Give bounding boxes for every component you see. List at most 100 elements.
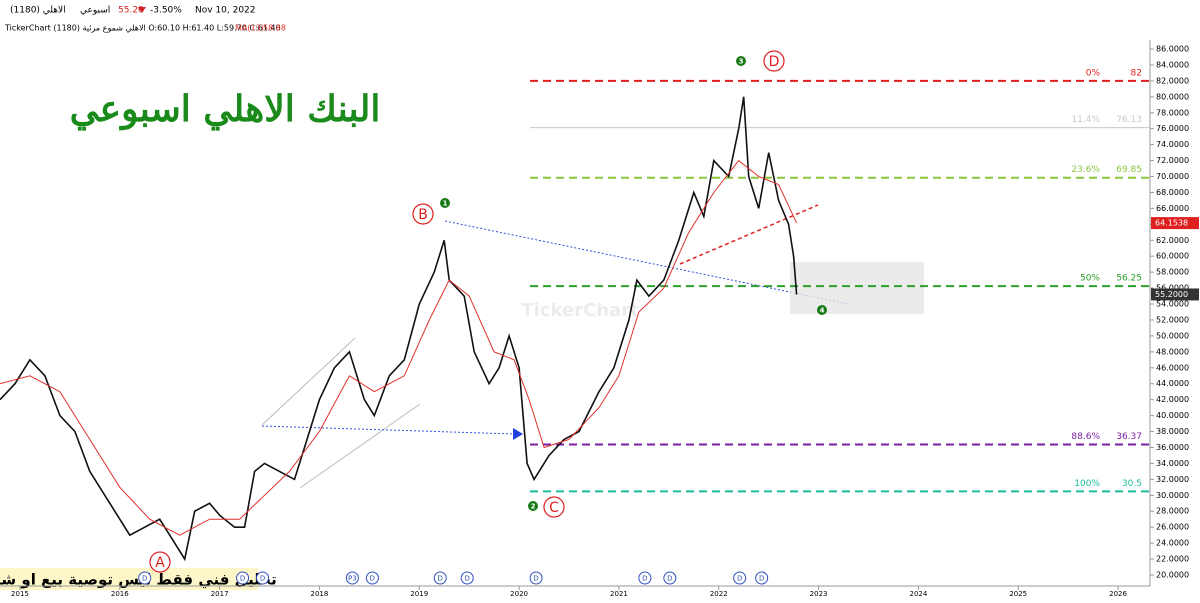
y-tick-label: 60.0000	[1156, 252, 1189, 261]
x-tick-label: 2025	[1009, 590, 1027, 598]
event-marker	[733, 571, 747, 585]
symbol: (1180) الاهلي	[10, 6, 66, 16]
y-tick-label: 26.0000	[1156, 523, 1189, 532]
fib-value: 56.25	[1116, 274, 1142, 284]
event-marker	[663, 571, 677, 585]
wave-label: C	[549, 500, 559, 516]
event-marker	[256, 571, 270, 585]
event-label: D	[642, 575, 647, 583]
y-tick-label: 52.0000	[1156, 315, 1189, 324]
watermark: TickerChart	[521, 300, 639, 321]
wave-label: A	[155, 555, 165, 571]
y-tick-label: 86.0000	[1156, 45, 1189, 54]
x-tick-label: 2026	[1109, 590, 1127, 598]
event-marker	[138, 571, 152, 585]
wave-label: 4	[820, 307, 825, 315]
y-tick-label: 38.0000	[1156, 427, 1189, 436]
x-tick-label: 2021	[610, 590, 628, 598]
y-tick-label: 84.0000	[1156, 60, 1189, 69]
x-tick-label: 2018	[311, 590, 329, 598]
event-label: D	[667, 575, 672, 583]
event-marker	[529, 571, 543, 585]
y-tick-label: 46.0000	[1156, 363, 1189, 372]
ma-tag: 64.1538	[1155, 219, 1188, 228]
event-label: D	[260, 575, 265, 583]
event-label: D	[533, 575, 538, 583]
wave-label: D	[769, 54, 780, 70]
y-tick-label: 48.0000	[1156, 347, 1189, 356]
y-tick-label: 34.0000	[1156, 459, 1189, 468]
price-line	[0, 96, 798, 562]
y-tick-label: 36.0000	[1156, 443, 1189, 452]
y-tick-label: 74.0000	[1156, 140, 1189, 149]
event-marker	[433, 571, 447, 585]
y-tick-label: 24.0000	[1156, 539, 1189, 548]
change: -3.50%	[150, 6, 182, 16]
x-tick-label: 2015	[11, 590, 29, 598]
y-tick-label: 44.0000	[1156, 379, 1189, 388]
wave-label: 2	[531, 503, 536, 511]
event-label: D	[142, 575, 147, 583]
chart-title: البنك الاهلي اسبوعي	[70, 88, 381, 131]
y-tick-label: 72.0000	[1156, 156, 1189, 165]
event-label: D	[438, 575, 443, 583]
period: اسبوعي	[80, 6, 110, 16]
channel-line	[261, 337, 421, 489]
y-tick-label: 76.0000	[1156, 124, 1189, 133]
y-tick-label: 58.0000	[1156, 268, 1189, 277]
arrow-head	[513, 428, 523, 440]
y-tick-label: 22.0000	[1156, 555, 1189, 564]
ma-name: MA(13)	[235, 24, 264, 33]
fib-value: 69.85	[1116, 165, 1142, 175]
disclaimer: تحليل فني فقط ليس توصية بيع او شراء	[0, 571, 277, 589]
y-tick-label: 42.0000	[1156, 395, 1189, 404]
fib-percent: 23.6%	[1071, 165, 1100, 175]
y-tick-label: 30.0000	[1156, 491, 1189, 500]
x-tick-label: 2017	[211, 590, 229, 598]
x-tick-label: 2019	[410, 590, 428, 598]
x-tick-label: 2022	[710, 590, 728, 598]
ma-value: 58.88	[263, 24, 286, 33]
y-tick-label: 20.0000	[1156, 571, 1189, 580]
event-label: D	[759, 575, 764, 583]
x-tick-label: 2023	[810, 590, 828, 598]
wave-circle	[149, 551, 171, 573]
y-tick-label: 54.0000	[1156, 300, 1189, 309]
ma-tag-bg	[1151, 217, 1199, 230]
event-marker	[365, 571, 379, 585]
y-tick-label: 50.0000	[1156, 331, 1189, 340]
price-tag: 55.2000	[1155, 290, 1188, 299]
wave-label: B	[418, 207, 428, 223]
event-label: D	[737, 575, 742, 583]
wave-circle	[412, 203, 434, 225]
x-tick-label: 2020	[510, 590, 528, 598]
target-zone	[790, 262, 924, 314]
fib-value: 82	[1131, 68, 1142, 78]
fib-percent: 88.6%	[1071, 432, 1100, 442]
wave-label: 1	[443, 200, 448, 208]
event-marker	[755, 571, 769, 585]
event-marker	[345, 571, 359, 585]
event-marker	[638, 571, 652, 585]
trend-line	[444, 220, 849, 305]
y-tick-label: 66.0000	[1156, 204, 1189, 213]
fib-value: 30.5	[1122, 479, 1142, 489]
event-label: D	[240, 575, 245, 583]
y-tick-label: 80.0000	[1156, 92, 1189, 101]
wave-circle	[763, 50, 785, 72]
wave-circle	[736, 56, 746, 66]
disclaimer-bg	[0, 568, 258, 590]
wave-circle	[440, 198, 450, 208]
y-tick-label: 56.0000	[1156, 284, 1189, 293]
info: TickerChart الاهلي شموع مرئية (1180) O:6…	[4, 24, 281, 33]
y-tick-label: 40.0000	[1156, 411, 1189, 420]
y-tick-label: 78.0000	[1156, 108, 1189, 117]
ma-line	[0, 159, 798, 536]
wave-circle	[528, 501, 538, 511]
event-label: D	[370, 575, 375, 583]
y-tick-label: 70.0000	[1156, 172, 1189, 181]
price-tag-bg	[1151, 288, 1199, 301]
x-tick-label: 2024	[909, 590, 927, 598]
